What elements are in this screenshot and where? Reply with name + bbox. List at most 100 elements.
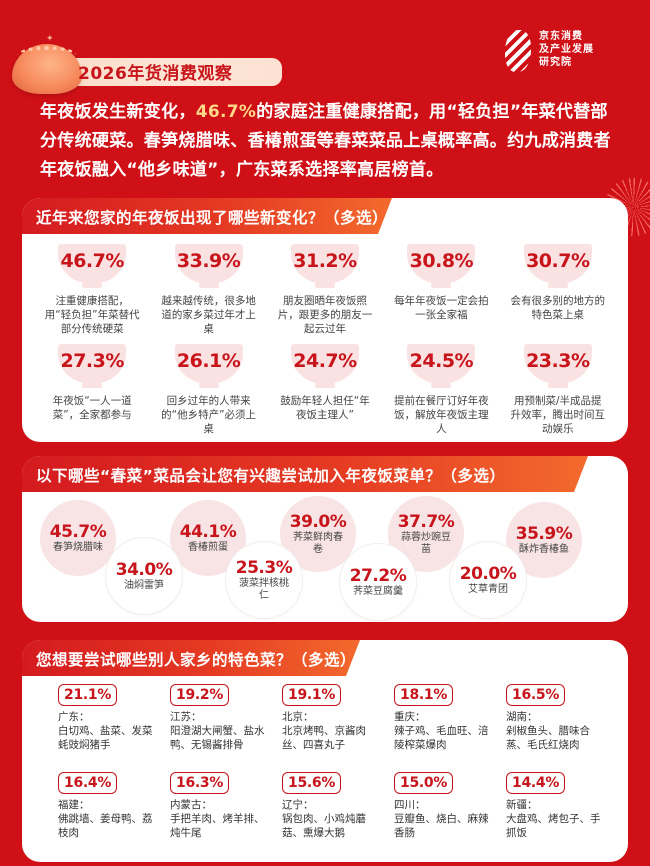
spring-dish-bubble: 34.0% 油焖雷笋 <box>106 538 182 614</box>
logo-text: 京东消费 及产业发展 研究院 <box>539 31 594 68</box>
bowl-icon: 30.8% <box>407 244 476 288</box>
hometown-dish-item: 16.3% 内蒙古： 手把羊肉、烤羊排、炖牛尾 <box>170 772 282 854</box>
change-item: 24.7% 鼓励年轻人担任“年夜饭主理人” <box>267 344 383 440</box>
section-title: 您想要尝试哪些别人家乡的特色菜？（多选） <box>22 640 360 676</box>
dish-region: 北京： <box>282 711 314 723</box>
change-percent: 26.1% <box>176 350 241 372</box>
change-description: 每年年夜饭一定会拍一张全家福 <box>394 295 489 321</box>
dumpling-icon <box>12 44 82 94</box>
hometown-dish-item: 15.0% 四川： 豆瓣鱼、烧白、麻辣香肠 <box>394 772 506 854</box>
dish-region: 湖南： <box>506 711 538 723</box>
dish-region: 四川： <box>394 799 426 811</box>
bowl-icon: 30.7% <box>523 244 592 288</box>
dish-region: 江苏： <box>170 711 202 723</box>
change-item: 26.1% 回乡过年的人带来的“他乡特产”必须上桌 <box>150 344 266 440</box>
change-item: 31.2% 朋友圈晒年夜饭照片，跟更多的朋友一起云过年 <box>267 244 383 340</box>
dish-percent: 39.0% <box>289 511 347 532</box>
bowl-icon: 27.3% <box>58 344 127 388</box>
dish-foods: 豆瓣鱼、烧白、麻辣香肠 <box>394 813 489 839</box>
sparkle-icon: ✦ <box>46 34 54 44</box>
dish-name: 油焖雷笋 <box>124 579 164 591</box>
dish-foods: 辣子鸡、毛血旺、涪陵榨菜爆肉 <box>394 725 489 751</box>
logo-stripes-icon <box>505 30 531 72</box>
section-title: 近年来您家的年夜饭出现了哪些新变化？（多选） <box>22 198 392 234</box>
dish-percent-badge: 14.4% <box>506 772 566 794</box>
section-spring-dishes: 以下哪些“春菜”菜品会让您有兴趣尝试加入年夜饭菜单？（多选） 45.7% 春笋烧腊… <box>22 456 628 622</box>
hometown-dish-grid: 21.1% 广东： 白切鸡、盐菜、发菜蚝豉焖猪手 19.2% 江苏： 阳澄湖大闸蟹、盐水鸭… <box>58 684 618 854</box>
change-description: 提前在餐厅订好年夜饭，解放年夜饭主理人 <box>394 395 489 435</box>
dish-name: 春笋烧腊味 <box>53 541 103 553</box>
bowl-icon: 46.7% <box>58 244 127 288</box>
dish-region: 辽宁： <box>282 799 314 811</box>
dish-percent-badge: 19.2% <box>170 684 230 706</box>
spring-dish-bubble: 20.0% 艾草青团 <box>450 542 526 618</box>
dish-region: 重庆： <box>394 711 426 723</box>
hometown-dish-item: 21.1% 广东： 白切鸡、盐菜、发菜蚝豉焖猪手 <box>58 684 170 766</box>
change-item: 27.3% 年夜饭“一人一道菜”，全家都参与 <box>34 344 150 440</box>
dish-name: 艾草青团 <box>468 583 508 595</box>
change-percent: 24.7% <box>293 350 357 372</box>
change-description: 回乡过年的人带来的“他乡特产”必须上桌 <box>161 395 257 435</box>
bowl-icon: 23.3% <box>523 344 592 388</box>
dish-percent: 44.1% <box>179 521 237 542</box>
dish-percent-badge: 21.1% <box>58 684 118 706</box>
dish-foods: 白切鸡、盐菜、发菜蚝豉焖猪手 <box>58 725 153 751</box>
dish-percent-badge: 18.1% <box>394 684 454 706</box>
change-percent: 33.9% <box>176 250 241 272</box>
dish-percent: 20.0% <box>459 563 517 584</box>
dish-percent-badge: 16.3% <box>170 772 230 794</box>
dish-region: 新疆： <box>506 799 538 811</box>
change-description: 用预制菜/半成品提升效率，腾出时间互动娱乐 <box>510 395 606 435</box>
change-description: 年夜饭“一人一道菜”，全家都参与 <box>52 395 132 421</box>
changes-grid: 46.7% 注重健康搭配，用“轻负担”年菜替代部分传统硬菜 33.9% 越来越传统，很… <box>34 244 616 440</box>
bowl-icon: 33.9% <box>174 244 243 288</box>
change-description: 越来越传统，很多地道的家乡菜过年才上桌 <box>161 295 256 335</box>
dish-foods: 手把羊肉、烤羊排、炖牛尾 <box>170 813 265 839</box>
change-percent: 27.3% <box>60 350 124 372</box>
hometown-dish-item: 15.6% 辽宁： 锅包肉、小鸡炖蘑菇、熏爆大鹅 <box>282 772 394 854</box>
dish-foods: 阳澄湖大闸蟹、盐水鸭、无锡酱排骨 <box>170 725 265 751</box>
dish-foods: 剁椒鱼头、腊味合蒸、毛氏红烧肉 <box>506 725 590 751</box>
section-new-changes: 近年来您家的年夜饭出现了哪些新变化？（多选） 46.7% 注重健康搭配，用“轻负担… <box>22 198 628 442</box>
dish-foods: 大盘鸡、烤包子、手抓饭 <box>506 813 601 839</box>
spring-dish-bubble: 37.7% 蒜蓉炒豌豆苗 <box>388 496 464 572</box>
hometown-dish-item: 16.5% 湖南： 剁椒鱼头、腊味合蒸、毛氏红烧肉 <box>506 684 618 766</box>
change-description: 注重健康搭配，用“轻负担”年菜替代部分传统硬菜 <box>44 295 140 335</box>
dish-region: 广东： <box>58 711 90 723</box>
bowl-icon: 24.7% <box>290 344 359 388</box>
change-description: 朋友圈晒年夜饭照片，跟更多的朋友一起云过年 <box>277 295 373 335</box>
intro-paragraph: 年夜饭发生新变化，46.7%的家庭注重健康搭配，用“轻负担”年菜代替部分传统硬菜… <box>40 102 611 180</box>
bowl-icon: 26.1% <box>174 344 243 388</box>
hometown-dish-item: 18.1% 重庆： 辣子鸡、毛血旺、涪陵榨菜爆肉 <box>394 684 506 766</box>
spring-dish-bubble: 25.3% 菠菜拌核桃仁 <box>226 542 302 618</box>
institute-logo: 京东消费 及产业发展 研究院 <box>505 30 625 72</box>
change-item: 30.8% 每年年夜饭一定会拍一张全家福 <box>383 244 499 340</box>
change-percent: 23.3% <box>526 350 590 372</box>
dish-percent-badge: 16.4% <box>58 772 118 794</box>
spring-dish-bubble: 45.7% 春笋烧腊味 <box>40 500 116 576</box>
change-percent: 24.5% <box>409 350 474 372</box>
dish-percent-badge: 16.5% <box>506 684 566 706</box>
section-hometown-dishes: 您想要尝试哪些别人家乡的特色菜？（多选） 21.1% 广东： 白切鸡、盐菜、发菜蚝豉… <box>22 640 628 862</box>
change-percent: 30.7% <box>526 250 590 272</box>
dish-name: 菠菜拌核桃仁 <box>239 577 289 601</box>
change-percent: 31.2% <box>293 250 357 272</box>
dish-name: 香椿煎蛋 <box>188 541 228 553</box>
change-description: 会有很多别的地方的特色菜上桌 <box>510 295 606 321</box>
dish-foods: 佛跳墙、姜母鸭、荔枝肉 <box>58 813 153 839</box>
dish-percent: 45.7% <box>49 521 107 542</box>
dish-region: 福建： <box>58 799 90 811</box>
dish-percent-badge: 15.0% <box>394 772 454 794</box>
bowl-icon: 31.2% <box>290 244 359 288</box>
dish-percent-badge: 19.1% <box>282 684 342 706</box>
dish-percent: 25.3% <box>235 557 293 578</box>
hometown-dish-item: 19.2% 江苏： 阳澄湖大闸蟹、盐水鸭、无锡酱排骨 <box>170 684 282 766</box>
hometown-dish-item: 19.1% 北京： 北京烤鸭、京酱肉丝、四喜丸子 <box>282 684 394 766</box>
intro-highlight: 46.7% <box>195 102 257 122</box>
dish-name: 蒜蓉炒豌豆苗 <box>401 531 451 555</box>
bowl-icon: 24.5% <box>407 344 476 388</box>
change-item: 23.3% 用预制菜/半成品提升效率，腾出时间互动娱乐 <box>500 344 616 440</box>
dish-name: 酥炸香椿鱼 <box>519 543 569 555</box>
change-percent: 46.7% <box>60 250 124 272</box>
